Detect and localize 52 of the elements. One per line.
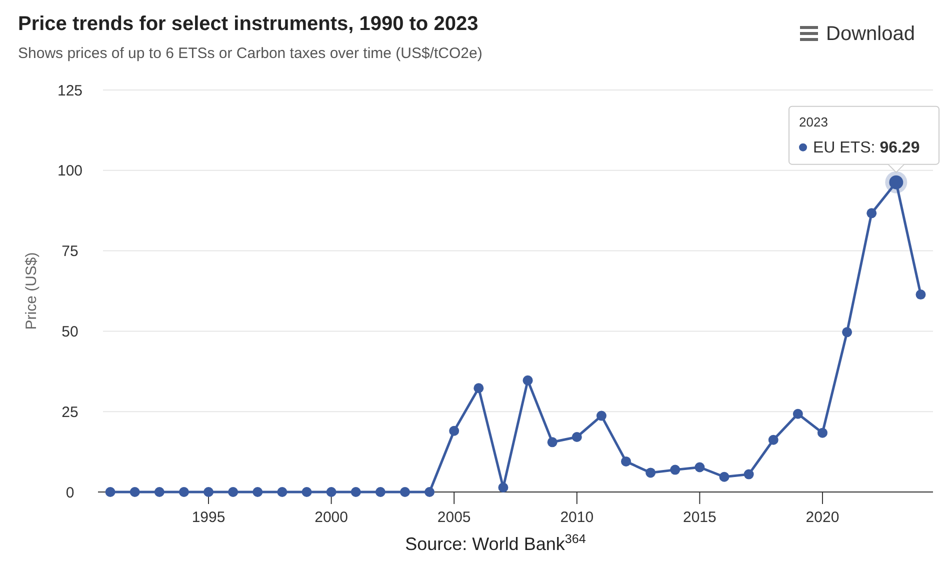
point (744, 469, 754, 480)
point (646, 468, 656, 478)
point (621, 456, 632, 466)
point (178, 487, 189, 497)
point (719, 472, 730, 482)
point (670, 464, 680, 475)
x-tick-label: 2015 (683, 509, 716, 526)
point (154, 487, 164, 497)
text: Download (826, 23, 915, 45)
point (228, 487, 238, 497)
point (449, 426, 460, 436)
x-tick-label: 2020 (806, 509, 840, 526)
point (768, 434, 778, 445)
point (694, 462, 705, 472)
point (596, 410, 606, 421)
y-tick-label: 25 (62, 404, 78, 421)
point (424, 487, 435, 497)
y-tick-label: 125 (57, 82, 83, 100)
point (326, 487, 336, 497)
y-tick-label: 50 (62, 323, 78, 340)
x-tick-label: 2005 (437, 509, 471, 526)
point (375, 487, 386, 497)
chart-title: Price trends for select instruments, 1990 to 2023 (18, 13, 478, 35)
y-axis-title: Price (US$) (23, 252, 40, 330)
x-tick-label: 1995 (192, 509, 226, 526)
point (522, 375, 533, 386)
y-tick-label: 100 (57, 162, 83, 180)
point (498, 482, 508, 492)
point (252, 487, 263, 497)
point (792, 408, 803, 419)
annotation: EU ETS: 96.29 (813, 139, 920, 156)
x-tick-label: 2000 (314, 509, 348, 526)
point (277, 487, 288, 497)
point (400, 487, 410, 497)
y-tick-label: 0 (66, 484, 74, 502)
point (302, 487, 312, 497)
point (866, 208, 877, 218)
point (474, 383, 484, 394)
point (204, 487, 214, 497)
point (572, 432, 582, 442)
x-tick-label: 2010 (560, 509, 594, 526)
source-note: Source: World Bank$^{364}$ (405, 532, 586, 554)
point (547, 437, 558, 448)
point (817, 428, 828, 438)
point (130, 487, 140, 497)
point (350, 487, 361, 497)
chart-subtitle: Shows prices of up to 6 ETSs or Carbon taxes over time (US$/tCO2e) (18, 45, 482, 62)
point (842, 327, 852, 338)
point (105, 487, 116, 497)
annotation: 2023 (799, 114, 828, 130)
y-tick-label: 75 (62, 243, 78, 260)
point (916, 290, 926, 300)
